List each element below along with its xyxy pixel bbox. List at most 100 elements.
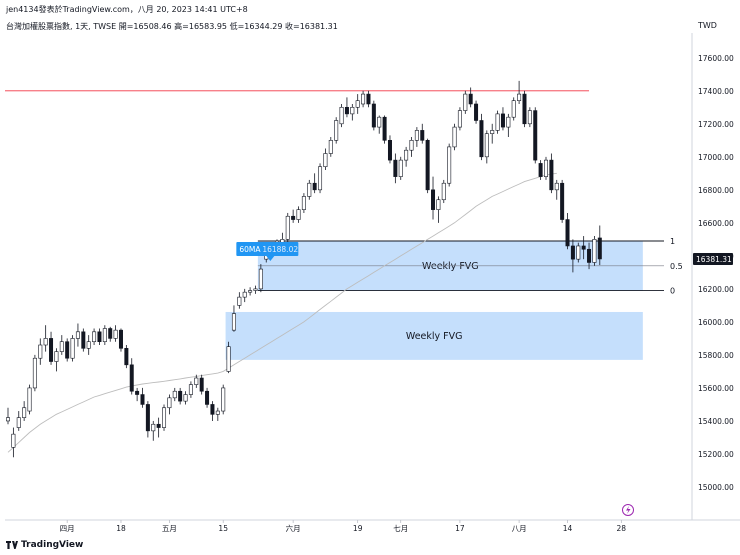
candle-44	[242, 288, 247, 303]
candle-80	[436, 196, 441, 223]
candle-body-46	[253, 288, 258, 291]
candle-body-34	[188, 384, 193, 395]
candle-46	[253, 285, 258, 294]
candle-27	[151, 420, 156, 441]
candle-body-63	[344, 106, 349, 115]
candle-body-8	[49, 338, 54, 362]
candle-2	[16, 411, 21, 431]
candle-body-106	[576, 245, 581, 260]
candle-body-7	[43, 338, 48, 346]
candle-1	[11, 427, 16, 458]
fib-level-label-1: 0.5	[670, 262, 683, 271]
x-tick-label-8: 八月	[512, 524, 527, 533]
x-tick-label-3: 15	[218, 524, 228, 533]
candle-97	[527, 107, 532, 128]
candle-body-37	[205, 390, 210, 405]
lightning-icon-bolt	[626, 506, 631, 514]
candle-body-104	[565, 219, 570, 247]
candle-96	[522, 90, 527, 128]
y-tick-label-10: 17000.00	[698, 153, 734, 162]
candle-79	[431, 176, 436, 220]
candle-9	[54, 348, 59, 372]
candle-body-42	[231, 313, 236, 331]
candle-68	[371, 100, 376, 131]
candle-body-39	[215, 410, 220, 415]
candle-33	[183, 391, 188, 405]
candle-69	[377, 115, 382, 134]
candle-body-108	[587, 248, 592, 263]
lightning-icon[interactable]	[622, 504, 634, 516]
candle-body-85	[463, 93, 468, 111]
y-tick-label-1: 15200.00	[698, 450, 734, 459]
candle-110	[597, 225, 602, 266]
y-tick-label-6: 16200.00	[698, 285, 734, 294]
candle-62	[339, 103, 344, 128]
tradingview-watermark: TradingView	[6, 540, 83, 550]
candle-25	[140, 387, 145, 408]
candle-78	[425, 138, 430, 194]
candle-body-41	[226, 346, 231, 372]
candle-body-84	[457, 110, 462, 128]
candle-body-17	[97, 331, 102, 343]
y-tick-label-8: 16600.00	[698, 219, 734, 228]
candle-body-66	[361, 93, 366, 105]
candle-body-90	[490, 130, 495, 135]
candle-body-11	[65, 341, 70, 359]
candle-body-92	[500, 113, 505, 128]
candle-body-45	[248, 290, 253, 293]
candle-52	[285, 212, 290, 243]
candle-body-88	[479, 120, 484, 158]
x-tick-label-4: 六月	[286, 523, 301, 533]
candle-body-26	[145, 404, 150, 432]
candle-82	[447, 143, 452, 187]
candle-body-52	[285, 215, 290, 240]
candle-body-10	[59, 341, 64, 352]
moving-average-line	[7, 172, 557, 453]
candle-84	[457, 107, 462, 131]
candle-19	[108, 326, 113, 342]
candle-body-23	[129, 364, 134, 392]
candle-body-89	[484, 133, 489, 158]
candle-101	[549, 153, 554, 194]
fvg-zone-label-0: Weekly FVG	[422, 261, 479, 272]
x-tick-label-6: 七月	[393, 524, 408, 533]
candle-10	[59, 335, 64, 355]
candle-body-18	[102, 328, 107, 343]
candle-13	[75, 323, 80, 347]
candle-body-77	[420, 130, 425, 141]
candle-104	[565, 212, 570, 250]
candle-body-110	[597, 237, 602, 260]
candle-61	[334, 117, 339, 144]
candle-58	[318, 163, 323, 194]
candle-16	[92, 328, 97, 346]
candle-body-29	[162, 407, 167, 428]
candle-7	[43, 325, 48, 352]
candle-4	[27, 384, 32, 415]
y-tick-label-11: 17200.00	[698, 120, 734, 129]
candle-body-25	[140, 394, 145, 405]
y-tick-label-13: 17600.00	[698, 54, 734, 63]
candle-37	[205, 387, 210, 408]
candle-body-6	[38, 344, 43, 359]
candle-body-65	[355, 100, 360, 108]
candle-72	[393, 153, 398, 184]
candle-45	[248, 287, 253, 296]
candle-81	[441, 179, 446, 204]
fvg-zone-label-1: Weekly FVG	[406, 331, 463, 342]
candle-body-78	[425, 140, 430, 191]
candle-106	[576, 242, 581, 263]
candle-15	[86, 335, 91, 355]
candle-95	[517, 80, 522, 104]
candle-26	[145, 401, 150, 438]
candle-body-47	[258, 268, 263, 290]
candle-body-5	[32, 357, 37, 389]
candle-body-69	[377, 116, 382, 128]
candle-21	[118, 328, 123, 352]
candle-body-35	[194, 377, 199, 385]
candle-60	[328, 137, 333, 157]
candle-14	[81, 328, 86, 352]
candle-body-1	[11, 433, 16, 448]
candle-98	[533, 107, 538, 164]
candle-54	[296, 206, 301, 223]
